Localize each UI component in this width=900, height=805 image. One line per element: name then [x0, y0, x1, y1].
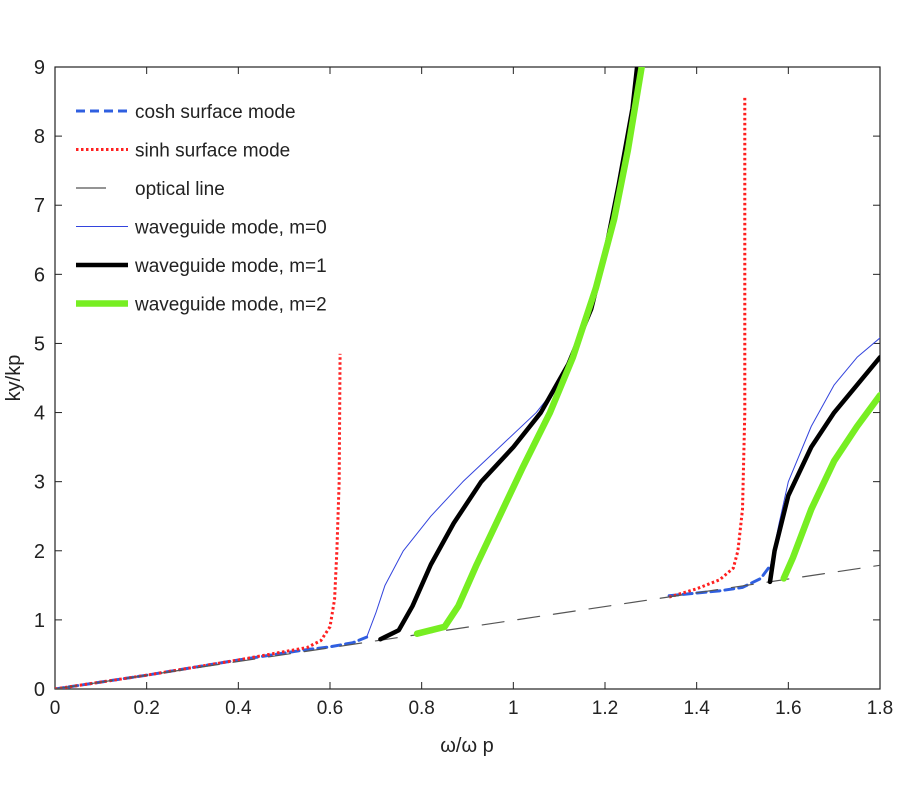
- y-tick-label: 8: [34, 126, 45, 148]
- x-tick-label: 0: [50, 698, 61, 719]
- x-tick-label: 1.4: [683, 698, 710, 719]
- legend-label: waveguide mode, m=0: [134, 218, 327, 239]
- y-tick-label: 0: [34, 679, 45, 701]
- series-line-optical-line: [55, 564, 880, 689]
- x-axis-label: ω/ω p: [440, 735, 493, 757]
- x-tick-label: 0.8: [408, 698, 434, 719]
- x-tick-label: 1: [508, 698, 519, 719]
- legend-label: waveguide mode, m=2: [134, 295, 327, 316]
- y-tick-label: 4: [34, 403, 45, 425]
- legend-label: waveguide mode, m=1: [134, 256, 327, 277]
- x-tick-label: 0.4: [225, 698, 252, 719]
- y-tick-label: 2: [34, 541, 45, 563]
- y-tick-label: 3: [34, 472, 45, 494]
- y-tick-label: 9: [34, 57, 45, 79]
- x-tick-label: 1.6: [775, 698, 801, 719]
- legend-label: cosh surface mode: [135, 102, 296, 123]
- series-line-cosh-surface-mode: [667, 564, 772, 598]
- y-tick-label: 6: [34, 264, 45, 286]
- y-tick-label: 7: [34, 195, 45, 217]
- x-tick-label: 1.2: [592, 698, 618, 719]
- y-axis-label: ky/kp: [3, 355, 25, 402]
- y-tick-label: 1: [34, 610, 45, 632]
- legend-label: sinh surface mode: [135, 141, 290, 162]
- series-line-sinh-surface-mode: [668, 96, 747, 599]
- y-tick-label: 5: [34, 333, 45, 355]
- series-line-waveguide-mode-m-1: [767, 355, 880, 585]
- series-line-waveguide-mode-m-2: [780, 392, 880, 582]
- x-tick-label: 0.2: [133, 698, 159, 719]
- x-tick-label: 0.6: [317, 698, 343, 719]
- series-line-waveguide-mode-m-2: [413, 67, 645, 637]
- x-tick-label: 1.8: [867, 698, 893, 719]
- legend-label: optical line: [135, 179, 225, 200]
